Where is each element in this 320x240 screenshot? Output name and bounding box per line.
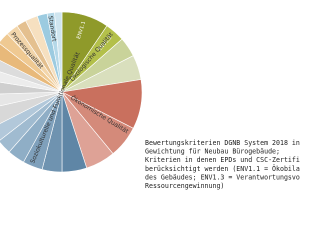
pie-slice: [0, 81, 63, 95]
pie-slice: [0, 91, 63, 153]
caption-line: berücksichtigt werden (ENV1.1 = Ökobila: [145, 164, 300, 173]
page: ENV1.1 ENV1.3 Ökologische Qualität Ökonomis…: [0, 11, 300, 190]
pie-slice: [54, 11, 63, 93]
group-label: Standort: [46, 15, 57, 42]
caption-line: Kriterien in denen EPDs und CSC-Zertifi: [145, 156, 300, 164]
caption-line: Bewertungskriterien DGNB System 2018 in: [145, 139, 300, 147]
pie-slice: [0, 91, 63, 107]
pie-slice: [0, 91, 63, 124]
slice-label: ENV1.1: [76, 21, 87, 40]
caption-line: Ressourcengewinnung): [145, 182, 224, 190]
caption-line: Gewichtung für Neubau Bürogebäude;: [145, 148, 280, 156]
caption-line: des Gebäudes; ENV1.3 = Verantwortungsvo: [145, 173, 300, 181]
pie-slice: [0, 71, 63, 93]
